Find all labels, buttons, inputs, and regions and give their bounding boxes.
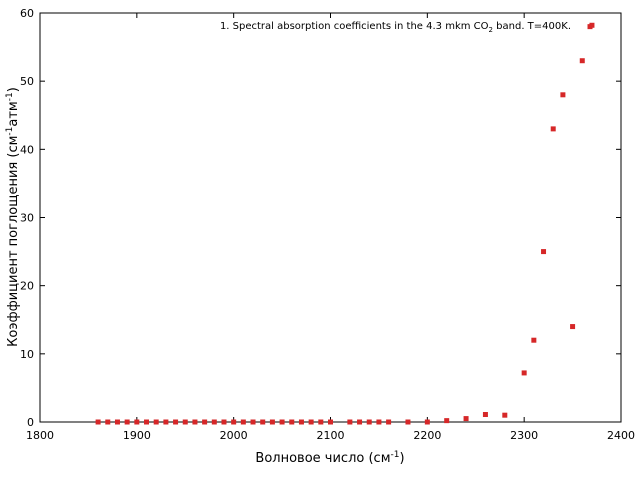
data-point — [289, 419, 295, 425]
data-point — [192, 419, 198, 425]
data-point — [550, 126, 556, 132]
data-point — [502, 412, 508, 418]
data-point — [134, 419, 140, 425]
data-point — [531, 337, 537, 343]
y-tick-label: 20 — [20, 280, 34, 293]
data-point — [202, 419, 208, 425]
x-tick-label: 2000 — [220, 429, 248, 442]
data-point — [182, 419, 188, 425]
y-tick-label: 60 — [20, 7, 34, 20]
data-point — [376, 419, 382, 425]
data-point — [231, 419, 237, 425]
data-point — [579, 58, 585, 64]
data-point — [589, 22, 595, 28]
data-point — [521, 370, 527, 376]
x-tick-label: 1800 — [26, 429, 54, 442]
x-tick-label: 2200 — [413, 429, 441, 442]
x-tick-label: 2400 — [607, 429, 635, 442]
y-axis-label: Коэффициент поглощения (см-1атм-1) — [5, 87, 21, 347]
x-tick-label: 1900 — [123, 429, 151, 442]
data-point — [386, 419, 392, 425]
y-tick-label: 40 — [20, 143, 34, 156]
data-point — [366, 419, 372, 425]
data-point — [444, 418, 450, 424]
data-point — [347, 419, 353, 425]
data-point — [163, 419, 169, 425]
data-point — [240, 419, 246, 425]
data-point — [173, 419, 179, 425]
data-point — [541, 249, 547, 255]
y-tick-label: 0 — [27, 416, 34, 429]
data-point — [463, 416, 469, 422]
data-point — [308, 419, 314, 425]
data-point — [570, 324, 576, 330]
data-point — [144, 419, 150, 425]
x-axis-label: Волновое число (см-1) — [255, 450, 404, 466]
data-point — [424, 419, 430, 425]
x-tick-label: 2300 — [510, 429, 538, 442]
data-point — [318, 419, 324, 425]
data-point — [405, 419, 411, 425]
data-point — [357, 419, 363, 425]
y-tick-label: 10 — [20, 348, 34, 361]
x-tick-label: 2100 — [317, 429, 345, 442]
data-point — [114, 419, 120, 425]
data-point — [260, 419, 266, 425]
data-point — [124, 419, 130, 425]
data-point — [482, 412, 488, 418]
plot-frame — [39, 12, 622, 423]
data-point — [298, 419, 304, 425]
y-tick-label: 50 — [20, 75, 34, 88]
data-point — [153, 419, 159, 425]
data-point — [211, 419, 217, 425]
axis-ticks: 1800 1900 2000 2100 2200 2300 2400 0 10 20 30 40 50 6… — [20, 7, 635, 442]
data-point — [221, 419, 227, 425]
data-point — [328, 419, 333, 425]
legend-text: 1. Spectral absorption coefficients in t… — [220, 21, 571, 34]
data-point — [95, 419, 101, 425]
data-point — [250, 419, 256, 425]
y-tick-label: 30 — [20, 212, 34, 225]
data-points — [95, 22, 595, 425]
data-point — [560, 92, 566, 98]
data-point — [269, 419, 275, 425]
data-point — [279, 419, 285, 425]
data-point — [105, 419, 111, 425]
